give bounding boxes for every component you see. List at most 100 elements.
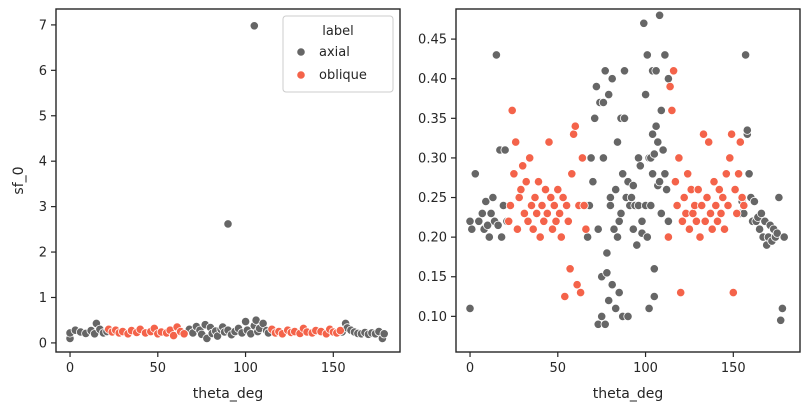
oblique-point: [512, 224, 523, 234]
axial-point: [656, 105, 666, 116]
axial-point: [649, 291, 659, 302]
x-tick-label: 100: [633, 361, 658, 376]
axial-point: [612, 137, 623, 147]
axial-point: [647, 169, 658, 179]
legend-label-axial: axial: [319, 45, 350, 60]
oblique-point: [718, 192, 728, 203]
oblique-point: [665, 82, 675, 92]
oblique-point: [719, 224, 730, 234]
oblique-point: [698, 129, 709, 139]
axial-point: [742, 125, 752, 135]
axial-point: [628, 181, 638, 191]
axial-point: [611, 185, 621, 195]
axial-point: [632, 240, 642, 250]
oblique-point: [728, 287, 738, 298]
axial-point: [588, 177, 598, 187]
legend-label-oblique: oblique: [319, 68, 367, 83]
oblique-point: [560, 291, 570, 302]
left-panel: 0 50 100 150 0 1 2 3 4 5 6 7 theta_deg sf_0 label axial…: [11, 8, 401, 402]
oblique-point: [721, 169, 731, 179]
axial-point: [776, 315, 786, 325]
y-tick-label: 6: [39, 64, 47, 79]
axial-point: [651, 66, 661, 76]
y-tick-label: 0: [39, 336, 47, 351]
x-tick-label: 0: [66, 361, 74, 376]
oblique-point: [547, 224, 558, 234]
axial-point: [607, 280, 617, 290]
axial-point: [600, 319, 610, 329]
oblique-point: [714, 185, 724, 195]
oblique-point: [674, 153, 684, 163]
oblique-point: [567, 169, 577, 179]
oblique-point: [537, 200, 547, 211]
y-tick-label: 0.15: [418, 270, 447, 285]
axial-point: [597, 311, 607, 321]
axial-point: [604, 295, 614, 306]
oblique-point: [725, 153, 735, 163]
oblique-point: [579, 200, 589, 211]
axial-point: [651, 121, 661, 131]
oblique-point: [737, 192, 747, 203]
axial-point: [496, 232, 507, 242]
axial-point: [491, 50, 501, 60]
oblique-point: [712, 216, 723, 226]
oblique-point: [670, 177, 681, 187]
y-tick-label: 0.25: [418, 191, 447, 206]
oblique-point: [700, 216, 710, 226]
oblique-point: [509, 169, 519, 179]
x-tick-label: 100: [233, 361, 258, 376]
y-tick-label: 2: [39, 246, 47, 261]
oblique-point: [526, 200, 537, 211]
axial-point: [756, 208, 767, 218]
axial-point: [598, 153, 609, 163]
oblique-point: [695, 232, 705, 242]
y-tick-label: 0.35: [418, 112, 447, 127]
axial-point: [602, 268, 612, 278]
oblique-point: [667, 105, 677, 116]
axial-point: [474, 216, 484, 226]
oblique-point: [691, 216, 702, 226]
axial-point: [593, 224, 603, 234]
axial-point: [614, 216, 624, 226]
axial-point: [465, 216, 475, 226]
oblique-point: [521, 177, 531, 187]
legend-box: [282, 15, 394, 93]
oblique-point: [535, 232, 545, 242]
axial-point: [635, 161, 645, 171]
axial-point: [754, 224, 765, 234]
y-tick-label: 4: [39, 155, 47, 170]
axial-point: [591, 82, 602, 92]
axial-point: [639, 18, 649, 28]
oblique-point: [542, 208, 552, 218]
x-tick-label: 50: [550, 361, 567, 376]
axial-point: [772, 228, 782, 238]
axial-point: [663, 216, 674, 226]
axial-point: [626, 192, 637, 203]
axial-point: [586, 153, 596, 163]
oblique-point: [688, 208, 698, 218]
oblique-point: [707, 224, 717, 234]
oblique-point: [507, 105, 517, 116]
axial-point: [619, 66, 630, 76]
oblique-point: [723, 200, 733, 211]
oblique-point: [663, 232, 674, 242]
axial-point: [654, 10, 665, 20]
axial-point: [749, 196, 760, 207]
axial-point: [493, 220, 503, 230]
oblique-point: [519, 208, 530, 218]
oblique-point: [528, 224, 538, 234]
oblique-point: [554, 208, 565, 218]
axial-point: [465, 303, 475, 313]
oblique-point: [514, 192, 524, 203]
axial-point: [488, 192, 498, 203]
axial-point: [604, 90, 614, 100]
axial-point: [241, 316, 251, 327]
axial-point: [740, 50, 751, 60]
axial-point: [637, 216, 647, 226]
y-tick-label: 3: [39, 200, 47, 215]
axial-point: [609, 224, 619, 234]
y-tick-label: 0.45: [418, 33, 447, 48]
axial-point: [646, 200, 656, 211]
oblique-point: [568, 129, 579, 139]
axial-point: [470, 169, 480, 179]
